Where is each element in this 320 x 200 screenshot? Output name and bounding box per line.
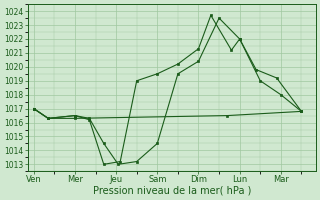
X-axis label: Pression niveau de la mer( hPa ): Pression niveau de la mer( hPa ) (92, 186, 251, 196)
